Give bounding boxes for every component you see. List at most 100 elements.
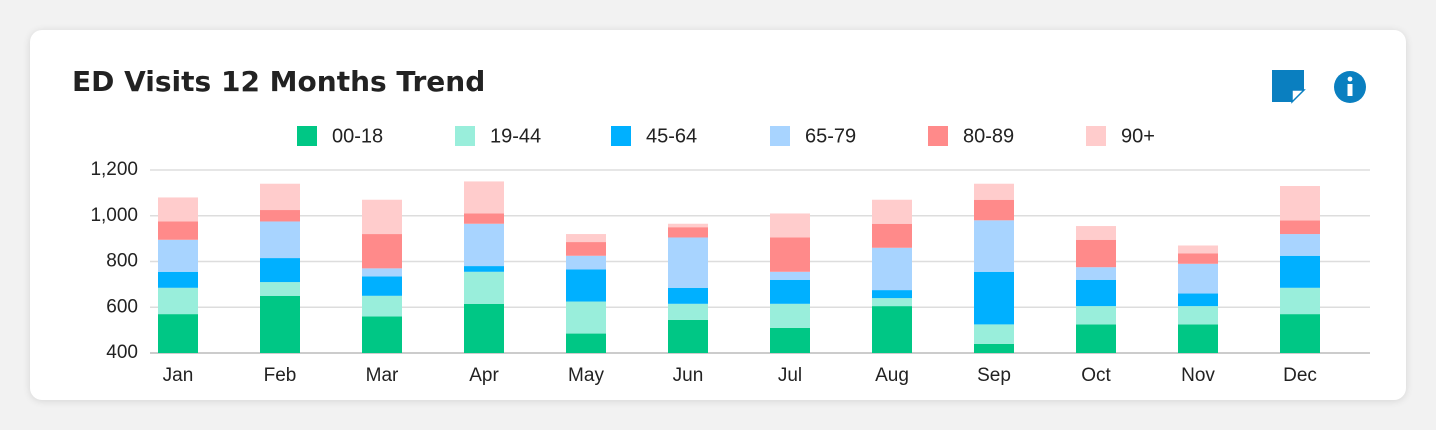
bar-segment bbox=[1178, 324, 1218, 353]
bar-segment bbox=[362, 316, 402, 353]
y-tick-label: 400 bbox=[106, 342, 138, 363]
bar-segment bbox=[1076, 239, 1116, 268]
x-tick-label: Aug bbox=[875, 365, 909, 386]
bar-segment bbox=[872, 199, 912, 224]
bar-segment bbox=[872, 290, 912, 299]
legend-label: 65-79 bbox=[805, 125, 856, 147]
bar-segment bbox=[770, 327, 810, 353]
bar-segment bbox=[668, 303, 708, 320]
bar-segment bbox=[464, 266, 504, 272]
bar-segment bbox=[158, 271, 198, 288]
bar-segment bbox=[362, 276, 402, 296]
bar-segment bbox=[770, 279, 810, 304]
bar-segment bbox=[566, 301, 606, 334]
bar-segment bbox=[1178, 245, 1218, 254]
bar-segment bbox=[1178, 263, 1218, 294]
bar-segment bbox=[1076, 267, 1116, 280]
bar-segment bbox=[1280, 186, 1320, 221]
legend-label: 90+ bbox=[1121, 125, 1155, 147]
bar-segment bbox=[566, 269, 606, 302]
bar-segment bbox=[872, 223, 912, 248]
bar-segment bbox=[464, 181, 504, 214]
x-tick-label: Dec bbox=[1283, 365, 1317, 386]
x-tick-label: Jan bbox=[163, 365, 194, 386]
bar-segment bbox=[566, 333, 606, 353]
bar-segment bbox=[158, 314, 198, 353]
bar-segment bbox=[260, 183, 300, 211]
legend-swatch bbox=[455, 126, 475, 146]
bar-segment bbox=[566, 234, 606, 243]
y-tick-label: 600 bbox=[106, 296, 138, 317]
legend-swatch bbox=[297, 126, 317, 146]
bar-segment bbox=[668, 287, 708, 304]
legend-label: 80-89 bbox=[963, 125, 1014, 147]
bar-segment bbox=[158, 197, 198, 222]
bar-segment bbox=[770, 271, 810, 280]
x-tick-label: May bbox=[568, 365, 604, 386]
bar-segment bbox=[974, 199, 1014, 221]
y-tick-label: 1,000 bbox=[90, 205, 138, 226]
x-tick-label: Sep bbox=[977, 365, 1011, 386]
bar-segment bbox=[872, 247, 912, 291]
chart-title: ED Visits 12 Months Trend bbox=[72, 65, 485, 98]
x-tick-label: Jun bbox=[673, 365, 704, 386]
bar-segment bbox=[464, 223, 504, 267]
x-tick-label: Nov bbox=[1181, 365, 1215, 386]
bar-segment bbox=[974, 183, 1014, 200]
bar-segment bbox=[566, 255, 606, 270]
legend-label: 00-18 bbox=[332, 125, 383, 147]
bar-segment bbox=[1280, 255, 1320, 288]
bar-segment bbox=[158, 287, 198, 315]
bar-segment bbox=[1178, 306, 1218, 325]
bar-segment bbox=[362, 234, 402, 269]
y-tick-label: 1,200 bbox=[90, 159, 138, 180]
bar-segment bbox=[974, 271, 1014, 325]
bar-segment bbox=[464, 303, 504, 353]
notes-button[interactable] bbox=[1272, 70, 1306, 104]
legend-swatch bbox=[770, 126, 790, 146]
bar-segment bbox=[872, 306, 912, 353]
bar-segment bbox=[1178, 293, 1218, 307]
bar-segment bbox=[260, 282, 300, 296]
bar-segment bbox=[362, 199, 402, 235]
bar-segment bbox=[1076, 226, 1116, 240]
bar-segment bbox=[1076, 324, 1116, 353]
bar-segment bbox=[362, 268, 402, 277]
bar-segment bbox=[260, 221, 300, 259]
legend-swatch bbox=[1086, 126, 1106, 146]
bar-segment bbox=[464, 271, 504, 304]
bar-segment bbox=[566, 242, 606, 256]
bar-segment bbox=[974, 220, 1014, 272]
x-tick-label: Jul bbox=[778, 365, 802, 386]
bar-segment bbox=[1178, 253, 1218, 264]
bar-segment bbox=[158, 221, 198, 240]
bar-segment bbox=[158, 239, 198, 272]
info-button[interactable] bbox=[1334, 71, 1366, 103]
bar-segment bbox=[464, 213, 504, 224]
bar-segment bbox=[770, 213, 810, 238]
legend-label: 45-64 bbox=[646, 125, 697, 147]
y-tick-label: 800 bbox=[106, 251, 138, 272]
x-tick-label: Oct bbox=[1081, 365, 1111, 386]
legend-swatch bbox=[928, 126, 948, 146]
bar-segment bbox=[668, 237, 708, 288]
bar-segment bbox=[872, 298, 912, 307]
bar-segment bbox=[1076, 279, 1116, 307]
bar-segment bbox=[974, 324, 1014, 344]
x-tick-label: Apr bbox=[469, 365, 499, 386]
legend-swatch bbox=[611, 126, 631, 146]
bar-segment bbox=[1280, 234, 1320, 256]
bar-segment bbox=[668, 223, 708, 228]
bar-segment bbox=[668, 319, 708, 353]
bar-segment bbox=[770, 237, 810, 272]
bar-segment bbox=[1076, 306, 1116, 325]
bar-segment bbox=[1280, 287, 1320, 315]
bar-segment bbox=[668, 227, 708, 238]
bar-segment bbox=[260, 295, 300, 353]
bar-segment bbox=[260, 210, 300, 222]
bar-segment bbox=[1280, 314, 1320, 353]
x-tick-label: Mar bbox=[366, 365, 399, 386]
legend-label: 19-44 bbox=[490, 125, 541, 147]
